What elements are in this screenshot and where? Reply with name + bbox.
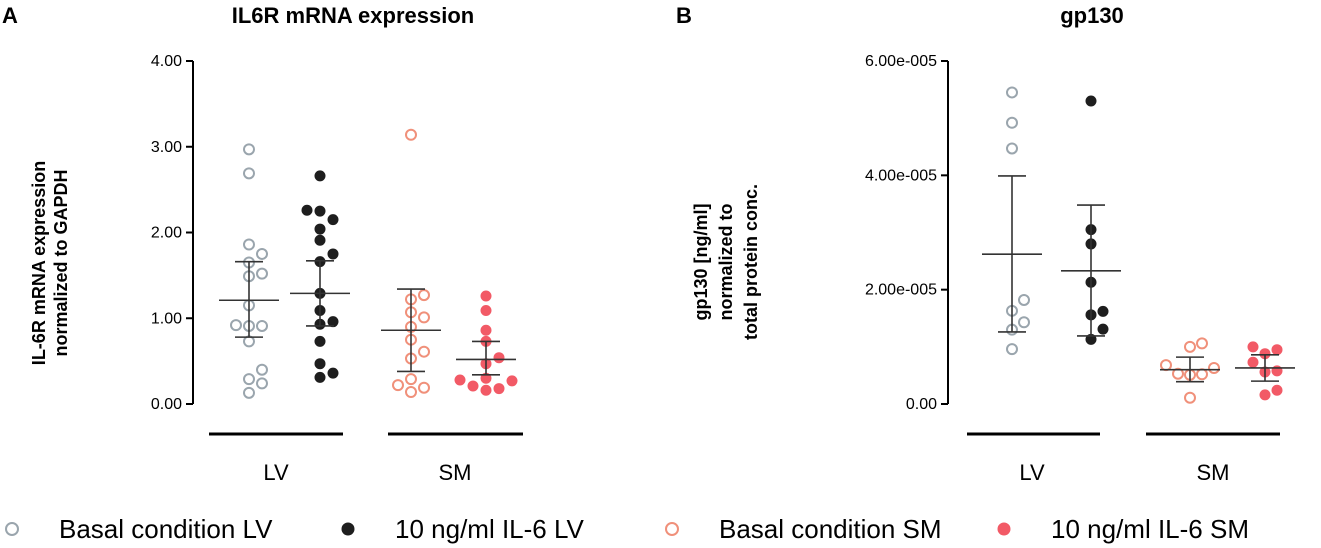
data-point <box>1208 361 1220 374</box>
data-point <box>1184 340 1196 353</box>
data-point <box>1006 343 1018 356</box>
y-axis-label: IL-6R mRNA expression <box>29 161 49 365</box>
y-tick-label: 0.00 <box>151 396 182 413</box>
data-point <box>1018 316 1030 329</box>
data-point <box>314 205 326 217</box>
y-tick-label: 4.00e-005 <box>865 167 937 184</box>
data-point <box>418 289 430 302</box>
data-point <box>314 358 326 370</box>
data-point <box>1196 368 1208 381</box>
y-tick-label: 0.00 <box>906 396 937 413</box>
y-axis-label: normalized to <box>716 203 736 320</box>
data-point <box>327 367 339 379</box>
legend-marker <box>665 522 679 536</box>
data-point <box>1006 142 1018 155</box>
y-axis-label: total protein conc. <box>741 184 761 340</box>
data-point <box>314 170 326 182</box>
data-point <box>243 386 255 399</box>
data-point <box>493 383 505 395</box>
data-point <box>1097 323 1109 335</box>
data-point <box>1006 116 1018 129</box>
data-point <box>405 128 417 141</box>
data-point <box>243 143 255 156</box>
data-point <box>256 363 268 376</box>
data-point <box>1184 391 1196 404</box>
y-axis-label: gp130 [ng/ml] <box>691 203 711 320</box>
data-point <box>243 238 255 251</box>
data-point <box>256 267 268 280</box>
data-point <box>467 380 479 392</box>
legend-marker <box>997 522 1011 536</box>
group-label: SM <box>439 460 472 485</box>
data-point <box>1097 305 1109 317</box>
data-point <box>1160 359 1172 372</box>
group-label: LV <box>1019 460 1045 485</box>
group-label: SM <box>1197 460 1230 485</box>
data-point <box>256 377 268 390</box>
data-point <box>493 352 505 364</box>
y-tick-label: 3.00 <box>151 139 182 156</box>
y-axis-label: normalized to GAPDH <box>51 169 71 356</box>
y-tick-label: 2.00e-005 <box>865 282 937 299</box>
data-point <box>480 324 492 336</box>
legend-label: Basal condition SM <box>719 514 942 544</box>
data-point <box>301 204 313 216</box>
data-point <box>418 345 430 358</box>
data-point <box>454 374 466 386</box>
data-point <box>405 373 417 386</box>
data-point <box>480 305 492 317</box>
data-point <box>1006 86 1018 99</box>
data-point <box>314 335 326 347</box>
y-tick-label: 2.00 <box>151 225 182 242</box>
legend-marker <box>341 522 355 536</box>
y-tick-label: 4.00 <box>151 53 182 70</box>
data-point <box>392 379 404 392</box>
legend-label: 10 ng/ml IL-6 LV <box>395 514 585 544</box>
legend-label: Basal condition LV <box>59 514 273 544</box>
data-point <box>405 385 417 398</box>
data-point <box>1259 389 1271 401</box>
data-point <box>1085 95 1097 107</box>
data-point <box>480 290 492 302</box>
panel-a-plot: 0.00 1.00 2.00 3.00 4.00 IL-6R mRNA expressio… <box>29 53 523 485</box>
y-tick-label: 6.00e-005 <box>865 53 937 70</box>
data-point <box>256 319 268 332</box>
data-point <box>256 247 268 260</box>
legend-label: 10 ng/ml IL-6 SM <box>1051 514 1249 544</box>
data-point <box>418 311 430 324</box>
data-point <box>1247 356 1259 368</box>
panel-b-title: gp130 <box>1060 3 1124 28</box>
panel-a-title: IL6R mRNA expression <box>232 3 474 28</box>
data-point <box>314 371 326 383</box>
group-label: LV <box>263 460 289 485</box>
legend: Basal condition LV 10 ng/ml IL-6 LV Basal … <box>5 514 1249 544</box>
data-point <box>243 373 255 386</box>
data-point <box>314 223 326 235</box>
data-point <box>327 248 339 260</box>
data-point <box>1172 367 1184 380</box>
legend-marker <box>5 522 19 536</box>
panel-b-letter: B <box>676 3 692 28</box>
y-tick-label: 1.00 <box>151 310 182 327</box>
data-point <box>1247 341 1259 353</box>
data-point <box>1271 384 1283 396</box>
data-point <box>314 234 326 246</box>
panel-b-plot: 0.00 2.00e-005 4.00e-005 6.00e-005 gp130 [ng… <box>691 53 1295 485</box>
data-point <box>243 167 255 180</box>
data-point <box>1018 293 1030 306</box>
data-point <box>1196 337 1208 350</box>
data-point <box>327 214 339 226</box>
data-point <box>418 381 430 394</box>
data-point <box>1271 344 1283 356</box>
data-point <box>480 384 492 396</box>
panel-a-letter: A <box>2 3 18 28</box>
data-point <box>230 319 242 332</box>
data-point <box>506 375 518 387</box>
